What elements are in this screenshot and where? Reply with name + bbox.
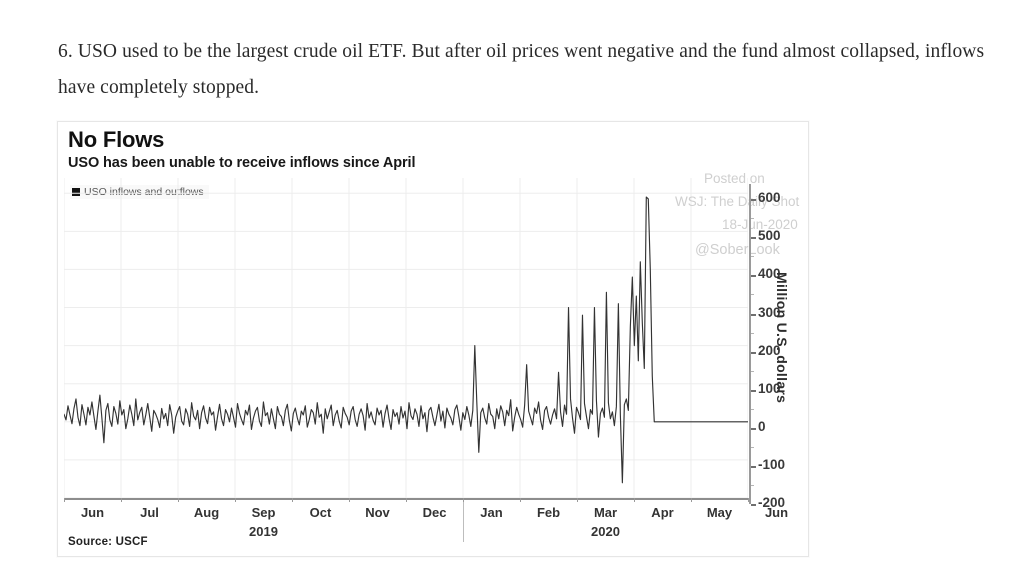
y-tick-label: 0 xyxy=(758,418,766,434)
x-tick-label: Jan xyxy=(480,505,503,520)
x-tick xyxy=(520,498,521,502)
y-tick xyxy=(751,351,756,354)
chart-title: No Flows xyxy=(68,127,165,152)
y-tick-label: -200 xyxy=(758,495,786,510)
y-tick xyxy=(751,275,756,278)
x-tick-label: May xyxy=(706,505,733,520)
x-tick-label: Nov xyxy=(365,505,390,520)
x-tick xyxy=(634,498,635,502)
x-tick xyxy=(178,498,179,502)
x-tick-label: Apr xyxy=(651,505,674,520)
y-minor-tick xyxy=(751,332,754,334)
x-tick xyxy=(577,498,578,502)
x-tick-label: Oct xyxy=(309,505,332,520)
y-tick xyxy=(751,389,756,392)
watermark-posted: Posted on xyxy=(704,171,765,186)
x-tick xyxy=(292,498,293,502)
x-tick xyxy=(349,498,350,502)
y-minor-tick xyxy=(751,484,754,486)
x-tick xyxy=(691,498,692,502)
y-minor-tick xyxy=(751,256,754,258)
y-minor-tick xyxy=(751,218,754,220)
x-tick-label: Sep xyxy=(251,505,276,520)
source-note: Source: USCF xyxy=(68,536,148,548)
plot-area xyxy=(64,178,748,498)
watermark-date: 18-Jun-2020 xyxy=(722,217,798,232)
x-tick-label: Jun xyxy=(764,505,789,520)
y-tick-label: 200 xyxy=(758,342,781,358)
year-separator xyxy=(463,502,464,542)
y-tick xyxy=(751,199,756,202)
x-tick xyxy=(463,498,464,502)
y-tick-label: 300 xyxy=(758,304,781,320)
chart-card: No Flows USO has been unable to receive … xyxy=(57,121,809,557)
x-tick-label: Mar xyxy=(593,505,618,520)
x-tick xyxy=(235,498,236,502)
y-tick xyxy=(751,427,756,430)
y-tick xyxy=(751,237,756,240)
y-tick xyxy=(751,504,756,506)
y-minor-tick xyxy=(751,446,754,448)
y-axis-spine xyxy=(749,184,751,504)
series-plot xyxy=(64,178,748,498)
x-axis: Jun Jul Aug Sep Oct Nov Dec Jan Feb Mar Apr May Jun 2… xyxy=(64,498,788,548)
x-year-label: 2019 xyxy=(249,524,278,539)
legend-label: USO inflows and outflows xyxy=(84,186,204,198)
x-tick-label: Feb xyxy=(536,505,561,520)
x-tick-label: Jul xyxy=(140,505,159,520)
y-minor-tick xyxy=(751,294,754,296)
y-tick xyxy=(751,465,756,468)
x-tick-label: Jun xyxy=(80,505,105,520)
watermark-publication: WSJ: The Daily Shot xyxy=(675,194,800,209)
x-tick xyxy=(64,498,65,502)
watermark-handle: @SoberLook xyxy=(695,242,780,258)
y-minor-tick xyxy=(751,408,754,410)
y-axis: 600 500 400 300 200 100 0 -100 -200 xyxy=(749,178,807,510)
x-tick xyxy=(748,498,749,502)
y-tick xyxy=(751,313,756,316)
x-tick xyxy=(121,498,122,502)
y-tick-label: 600 xyxy=(758,190,781,206)
y-tick-label: 500 xyxy=(758,228,781,244)
chart-legend: USO inflows and outflows xyxy=(70,185,209,199)
y-tick-label: 400 xyxy=(758,266,781,282)
x-tick-label: Aug xyxy=(193,505,220,520)
article-paragraph: 6. USO used to be the largest crude oil … xyxy=(58,41,985,98)
y-axis-label: Million U.S. dollars xyxy=(774,272,790,404)
x-tick xyxy=(406,498,407,502)
x-tick-label: Dec xyxy=(422,505,447,520)
chart-subtitle: USO has been unable to receive inflows s… xyxy=(68,155,416,171)
y-minor-tick xyxy=(751,370,754,372)
y-tick-label: -100 xyxy=(758,456,786,472)
legend-swatch-icon xyxy=(72,188,80,196)
x-year-label: 2020 xyxy=(591,524,620,539)
y-tick-label: 100 xyxy=(758,380,781,396)
